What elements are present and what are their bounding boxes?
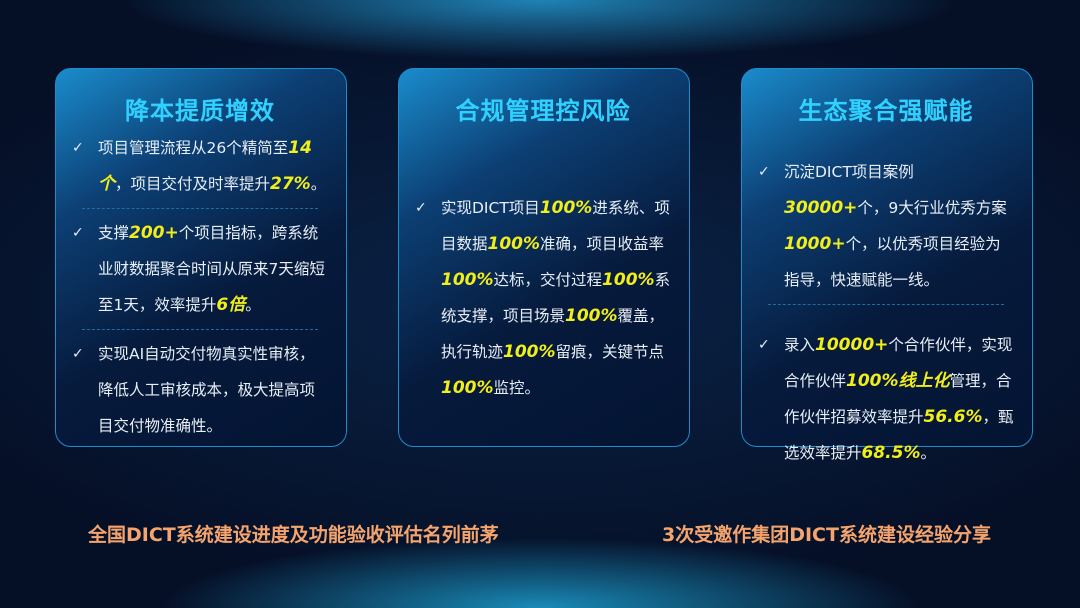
bullet-text: 进系统、项目数据 [441,199,670,253]
bullet-text: 。 [245,296,261,314]
bullet-text: ，项目交付及时率提升 [115,175,271,193]
bullet-text: 覆盖，执行轨迹 [441,307,665,361]
card-title: 降本提质增效 [125,97,275,125]
highlight-text: 100% [602,270,655,290]
bullet-text: 个，以优秀项目经验为指导，快速赋能一线。 [784,235,1001,289]
footer-achievement-left: 全国DICT系统建设进度及功能验收评估名列前茅 [88,524,499,546]
bullet-text: 个项目指标，跨系统业财数据聚合时间从原来7天缩短至1天，效率提升 [98,224,325,314]
bullet-text: 系统支撑，项目场景 [441,271,671,325]
bullet-text: 沉淀DICT项目案例 [784,163,914,181]
bullet-item: ✓ 支撑200+个项目指标，跨系统业财数据聚合时间从原来7天缩短至1天，效率提升6… [70,215,330,323]
bullet-text: 。 [920,444,937,462]
bullet-text: 实现AI自动交付物真实性审核，降低人工审核成本，极大提高项目交付物准确性。 [98,345,316,435]
footer-achievement-right: 3次受邀作集团DICT系统建设经验分享 [662,524,991,546]
bullet-text: 个，9大行业优秀方案 [857,199,1007,217]
highlight-text: 27% [270,174,311,194]
check-icon: ✓ [72,346,84,362]
highlight-text: 100% [565,306,618,326]
highlight-text: 6倍 [216,295,246,315]
bullet-item: ✓ 实现DICT项目100%进系统、项目数据100%准确，项目收益率100%达标，… [413,190,673,406]
highlight-text: 56.6% [923,407,983,427]
bullet-text: 准确，项目收益率 [540,235,665,253]
bullet-text: 。 [310,175,327,193]
highlight-text: 100% [539,198,593,218]
bullet-text: 留痕，关键节点 [555,343,665,361]
bullet-text: ，甄选效率提升 [784,408,1014,462]
highlight-text: 14个 [98,138,312,194]
card-2: 合规管理控风险 ✓ 实现DICT项目100%进系统、项目数据100%准确，项目收益率… [398,68,690,447]
highlight-text: 100% [441,270,494,290]
divider [768,304,1004,305]
highlight-text: 100% [487,234,541,254]
highlight-text: 100% [503,342,556,362]
highlight-text: 100%线上化 [846,371,950,391]
bullet-item: ✓ 实现AI自动交付物真实性审核，降低人工审核成本，极大提高项目交付物准确性。 [70,336,330,444]
bullet-text: 实现DICT项目 [441,199,540,217]
check-icon: ✓ [758,164,770,180]
card-1: 降本提质增效 ✓ 项目管理流程从26个精简至14个，项目交付及时率提升27%。 ✓ 支撑… [55,68,347,447]
check-icon: ✓ [72,140,84,156]
bullet-item: ✓ 沉淀DICT项目案例 30000+个，9大行业优秀方案 1000+个，以优秀项目经… [756,154,1016,298]
check-icon: ✓ [415,200,427,216]
bullet-text: 管理，合作伙伴招募效率提升 [784,372,1012,426]
bullet-text: 个合作伙伴，实现合作伙伴 [784,336,1013,390]
bullet-text: 支撑 [98,224,130,242]
highlight-text: 1000+ [784,234,846,254]
card-title: 合规管理控风险 [455,97,631,125]
divider [82,208,318,209]
bullet-item: ✓ 项目管理流程从26个精简至14个，项目交付及时率提升27%。 [70,130,330,202]
divider [82,329,318,330]
highlight-text: 68.5% [861,443,921,463]
highlight-text: 30000+ [784,198,858,218]
bullet-text: 监控。 [493,379,541,397]
bullet-text: 项目管理流程从26个精简至 [98,139,289,157]
highlight-text: 10000+ [815,335,889,355]
bullet-text: 达标，交付过程 [493,271,603,289]
bullet-item: ✓ 录入10000+个合作伙伴，实现合作伙伴100%线上化管理，合作伙伴招募效率提… [756,327,1016,471]
card-title: 生态聚合强赋能 [798,97,974,125]
check-icon: ✓ [758,337,770,353]
check-icon: ✓ [72,225,84,241]
card-3: 生态聚合强赋能 ✓ 沉淀DICT项目案例30000+个，9大行业优秀方案1000+个… [741,68,1033,463]
bullet-text: 录入 [784,336,816,354]
highlight-text: 200+ [129,223,179,243]
highlight-text: 100% [441,378,494,398]
